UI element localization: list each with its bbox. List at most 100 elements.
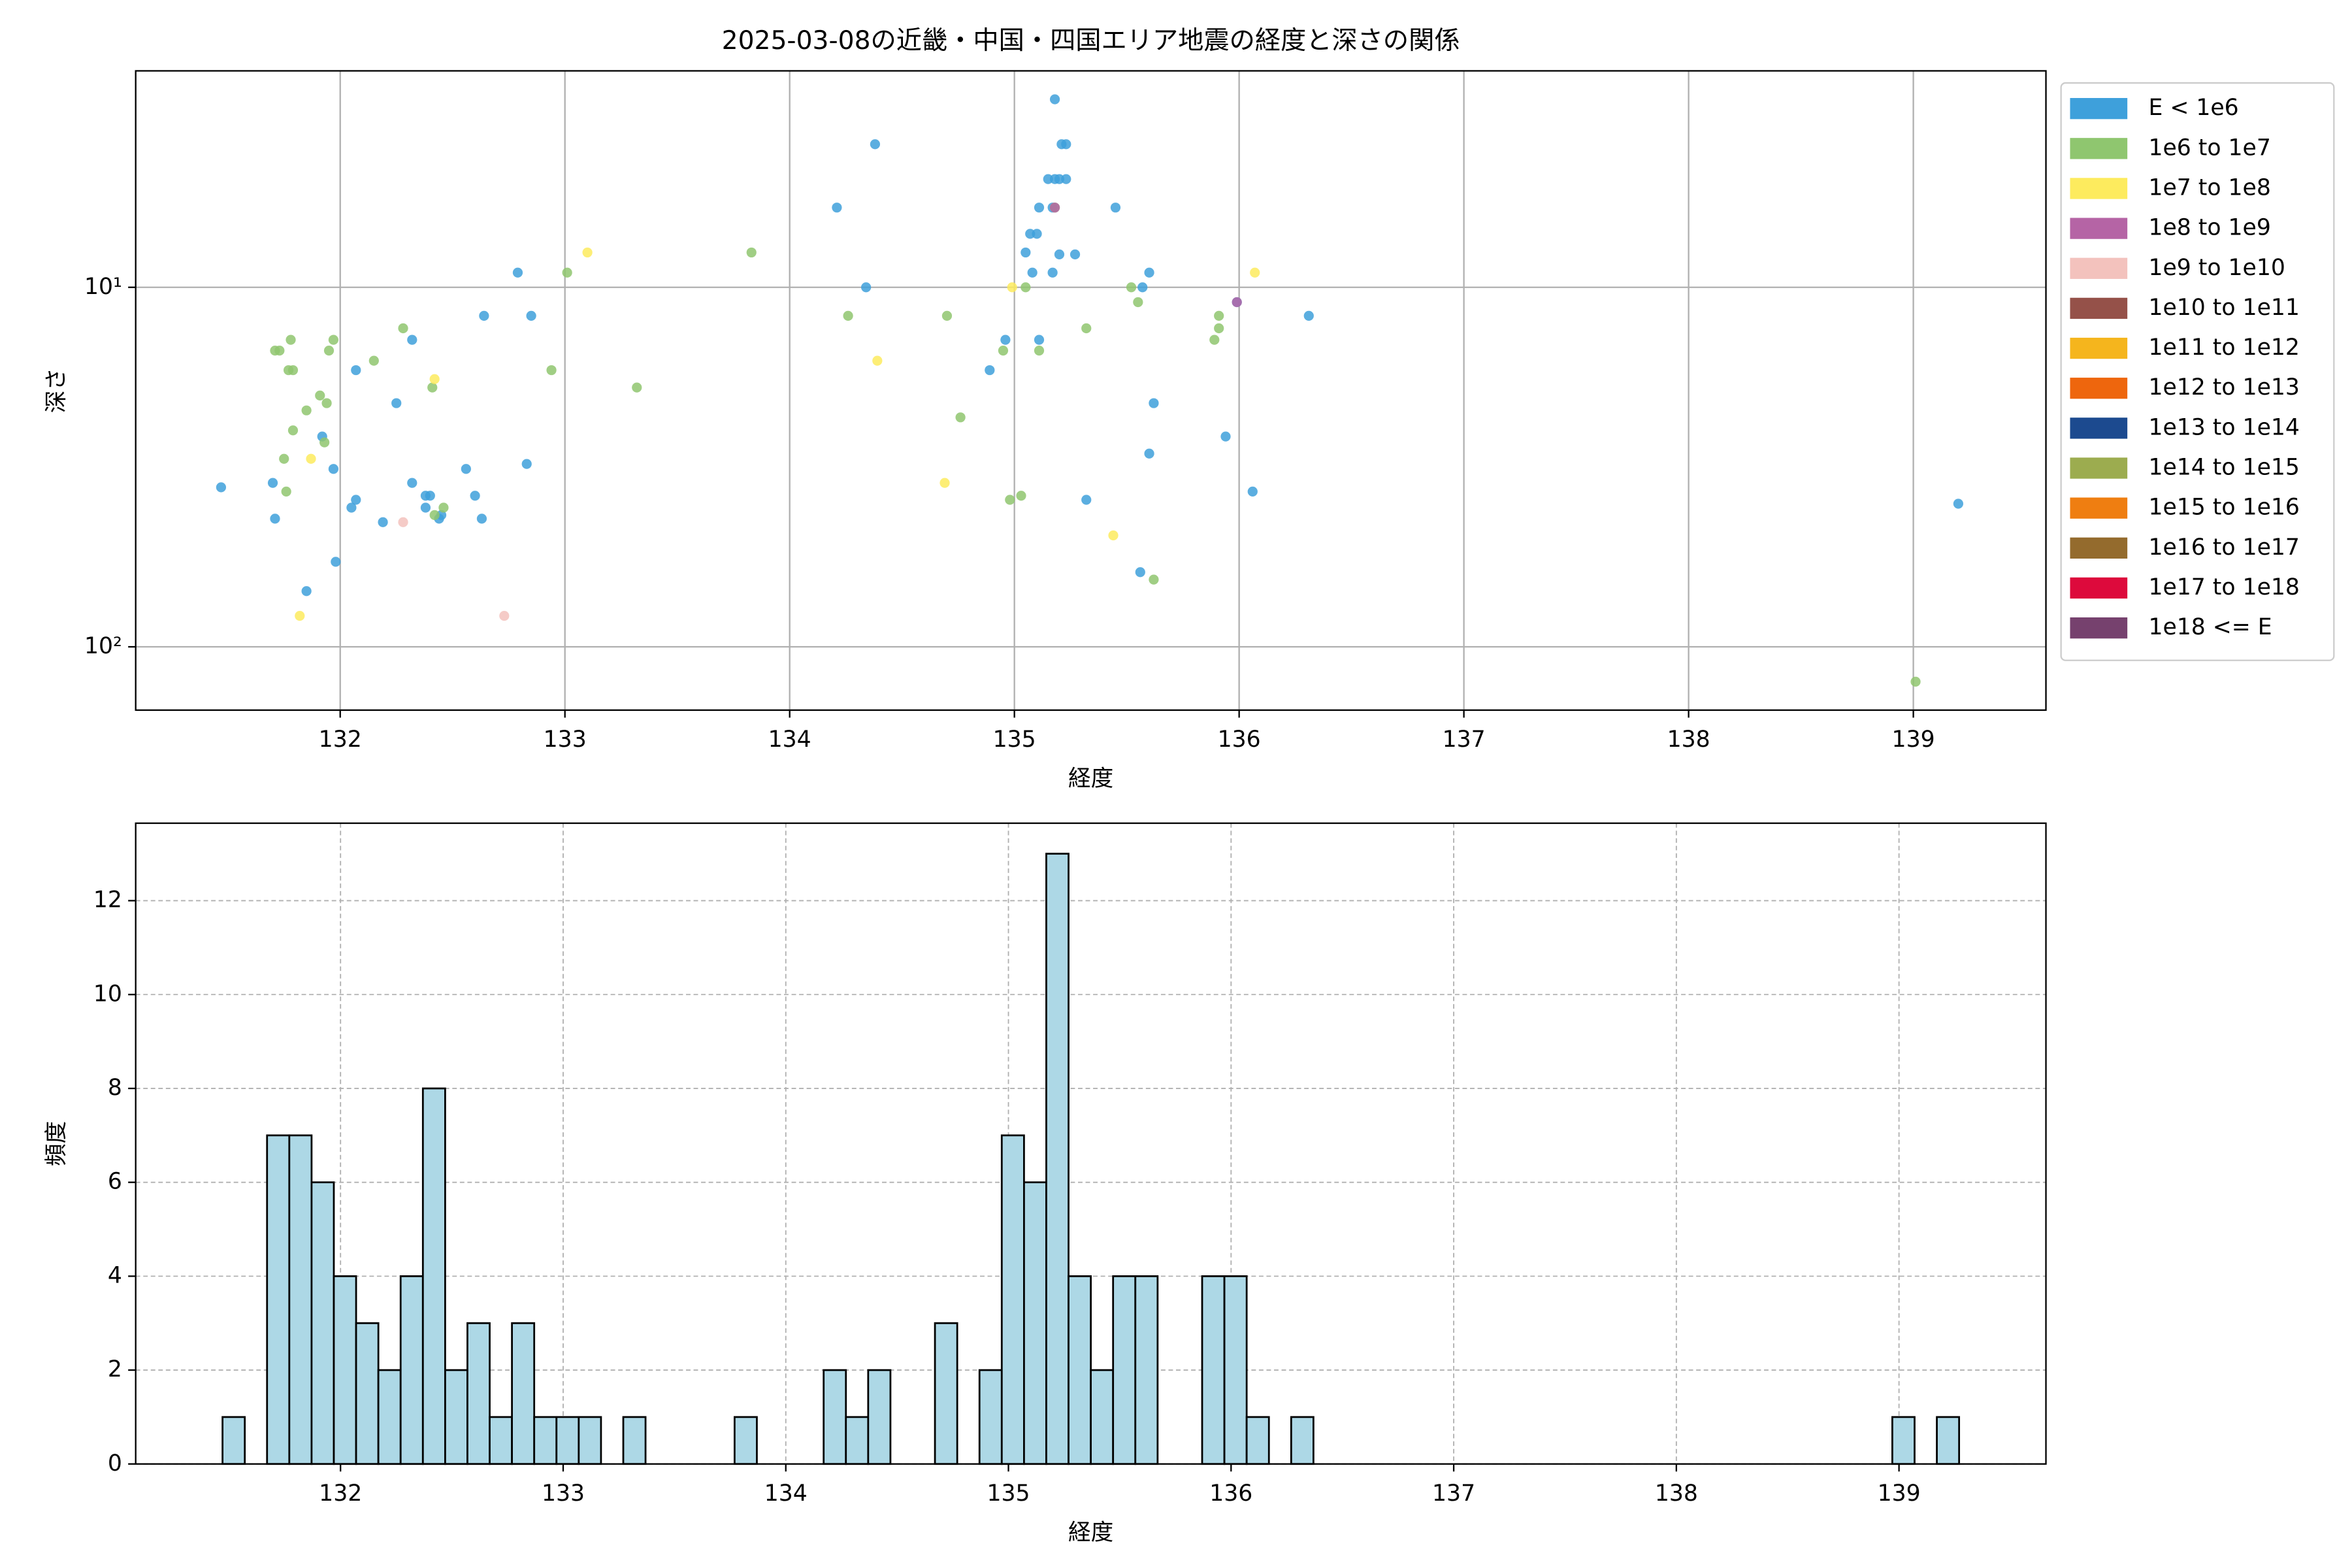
point — [328, 335, 339, 345]
point — [582, 247, 593, 258]
point — [1135, 567, 1145, 578]
point — [1144, 448, 1154, 459]
x-tick-label: 133 — [542, 1480, 585, 1507]
bar — [867, 1369, 892, 1465]
legend-swatch — [2070, 537, 2128, 559]
point — [1953, 498, 1964, 509]
bar — [288, 1134, 313, 1465]
x-tick-label: 132 — [319, 1480, 362, 1507]
bar — [489, 1416, 513, 1465]
point — [526, 310, 536, 321]
point — [1149, 574, 1159, 585]
legend-label: 1e10 to 1e11 — [2148, 295, 2299, 321]
chart-title: 2025-03-08の近畿・中国・四国エリア地震の経度と深さの関係 — [722, 26, 1460, 56]
point — [1032, 229, 1042, 239]
point — [1910, 676, 1921, 687]
bar — [310, 1181, 335, 1465]
bar — [1223, 1275, 1248, 1465]
point — [1061, 174, 1071, 184]
point — [319, 437, 330, 448]
y-tick-label: 8 — [108, 1075, 122, 1101]
x-tick-label: 135 — [987, 1480, 1030, 1507]
bar — [622, 1416, 647, 1465]
point — [1214, 323, 1224, 334]
legend-swatch — [2070, 457, 2128, 479]
point — [407, 335, 417, 345]
legend-label: 1e17 to 1e18 — [2148, 574, 2299, 600]
legend-swatch — [2070, 297, 2128, 319]
point — [843, 310, 853, 321]
point — [1144, 267, 1154, 278]
bar — [823, 1369, 847, 1465]
legend-label: E < 1e6 — [2148, 95, 2238, 121]
point — [328, 464, 339, 474]
legend-label: 1e7 to 1e8 — [2148, 174, 2270, 201]
legend-swatch — [2070, 337, 2128, 359]
point — [398, 323, 408, 334]
point — [1137, 282, 1148, 293]
point — [1081, 495, 1092, 505]
point — [323, 346, 335, 356]
point — [1214, 310, 1224, 321]
point — [286, 335, 296, 345]
point — [351, 495, 361, 505]
bar — [978, 1369, 1003, 1465]
point — [216, 482, 227, 493]
legend-label: 1e18 <= E — [2148, 614, 2272, 640]
point — [1049, 94, 1060, 105]
point — [470, 491, 480, 501]
legend-swatch — [2070, 417, 2128, 439]
bar — [1134, 1275, 1159, 1465]
point — [1027, 267, 1037, 278]
x-tick-label: 139 — [1878, 1480, 1921, 1507]
point — [1034, 346, 1045, 356]
point — [346, 502, 357, 513]
bar — [555, 1416, 580, 1465]
bar — [355, 1322, 380, 1465]
legend-label: 1e8 to 1e9 — [2148, 215, 2270, 241]
bar — [377, 1369, 402, 1465]
point — [429, 510, 440, 520]
point — [1021, 247, 1031, 258]
point — [429, 374, 440, 384]
axes-frame — [135, 822, 2047, 1465]
x-tick-label: 136 — [1218, 727, 1261, 753]
point — [281, 486, 291, 497]
bar — [1090, 1369, 1115, 1465]
bar — [399, 1275, 424, 1465]
point — [941, 310, 953, 321]
point — [955, 412, 966, 423]
bar — [466, 1322, 491, 1465]
legend-label: 1e11 to 1e12 — [2148, 335, 2299, 361]
bar — [845, 1416, 870, 1465]
x-tick-label: 139 — [1892, 727, 1935, 753]
axes-frame — [135, 70, 2047, 711]
point — [1110, 203, 1121, 213]
point — [301, 405, 312, 416]
legend-swatch — [2070, 138, 2128, 159]
point — [378, 517, 388, 527]
point — [1247, 486, 1258, 497]
point — [746, 247, 757, 258]
point — [832, 203, 842, 213]
bar — [221, 1416, 246, 1465]
bar — [1891, 1416, 1916, 1465]
y-axis-label: 深さ — [44, 368, 70, 413]
point — [391, 398, 402, 408]
point — [861, 282, 872, 293]
legend-label: 1e16 to 1e17 — [2148, 534, 2299, 561]
point — [438, 502, 449, 513]
x-tick-label: 135 — [993, 727, 1036, 753]
bar — [266, 1134, 291, 1465]
point — [1108, 530, 1119, 541]
point — [476, 514, 487, 524]
x-axis-label: 経度 — [1068, 766, 1113, 792]
x-tick-label: 138 — [1667, 727, 1710, 753]
x-tick-label: 133 — [544, 727, 587, 753]
point — [1133, 297, 1143, 308]
legend-box — [2060, 82, 2335, 661]
y-tick-label: 2 — [108, 1356, 122, 1382]
bar — [934, 1322, 958, 1465]
legend-label: 1e12 to 1e13 — [2148, 374, 2299, 400]
